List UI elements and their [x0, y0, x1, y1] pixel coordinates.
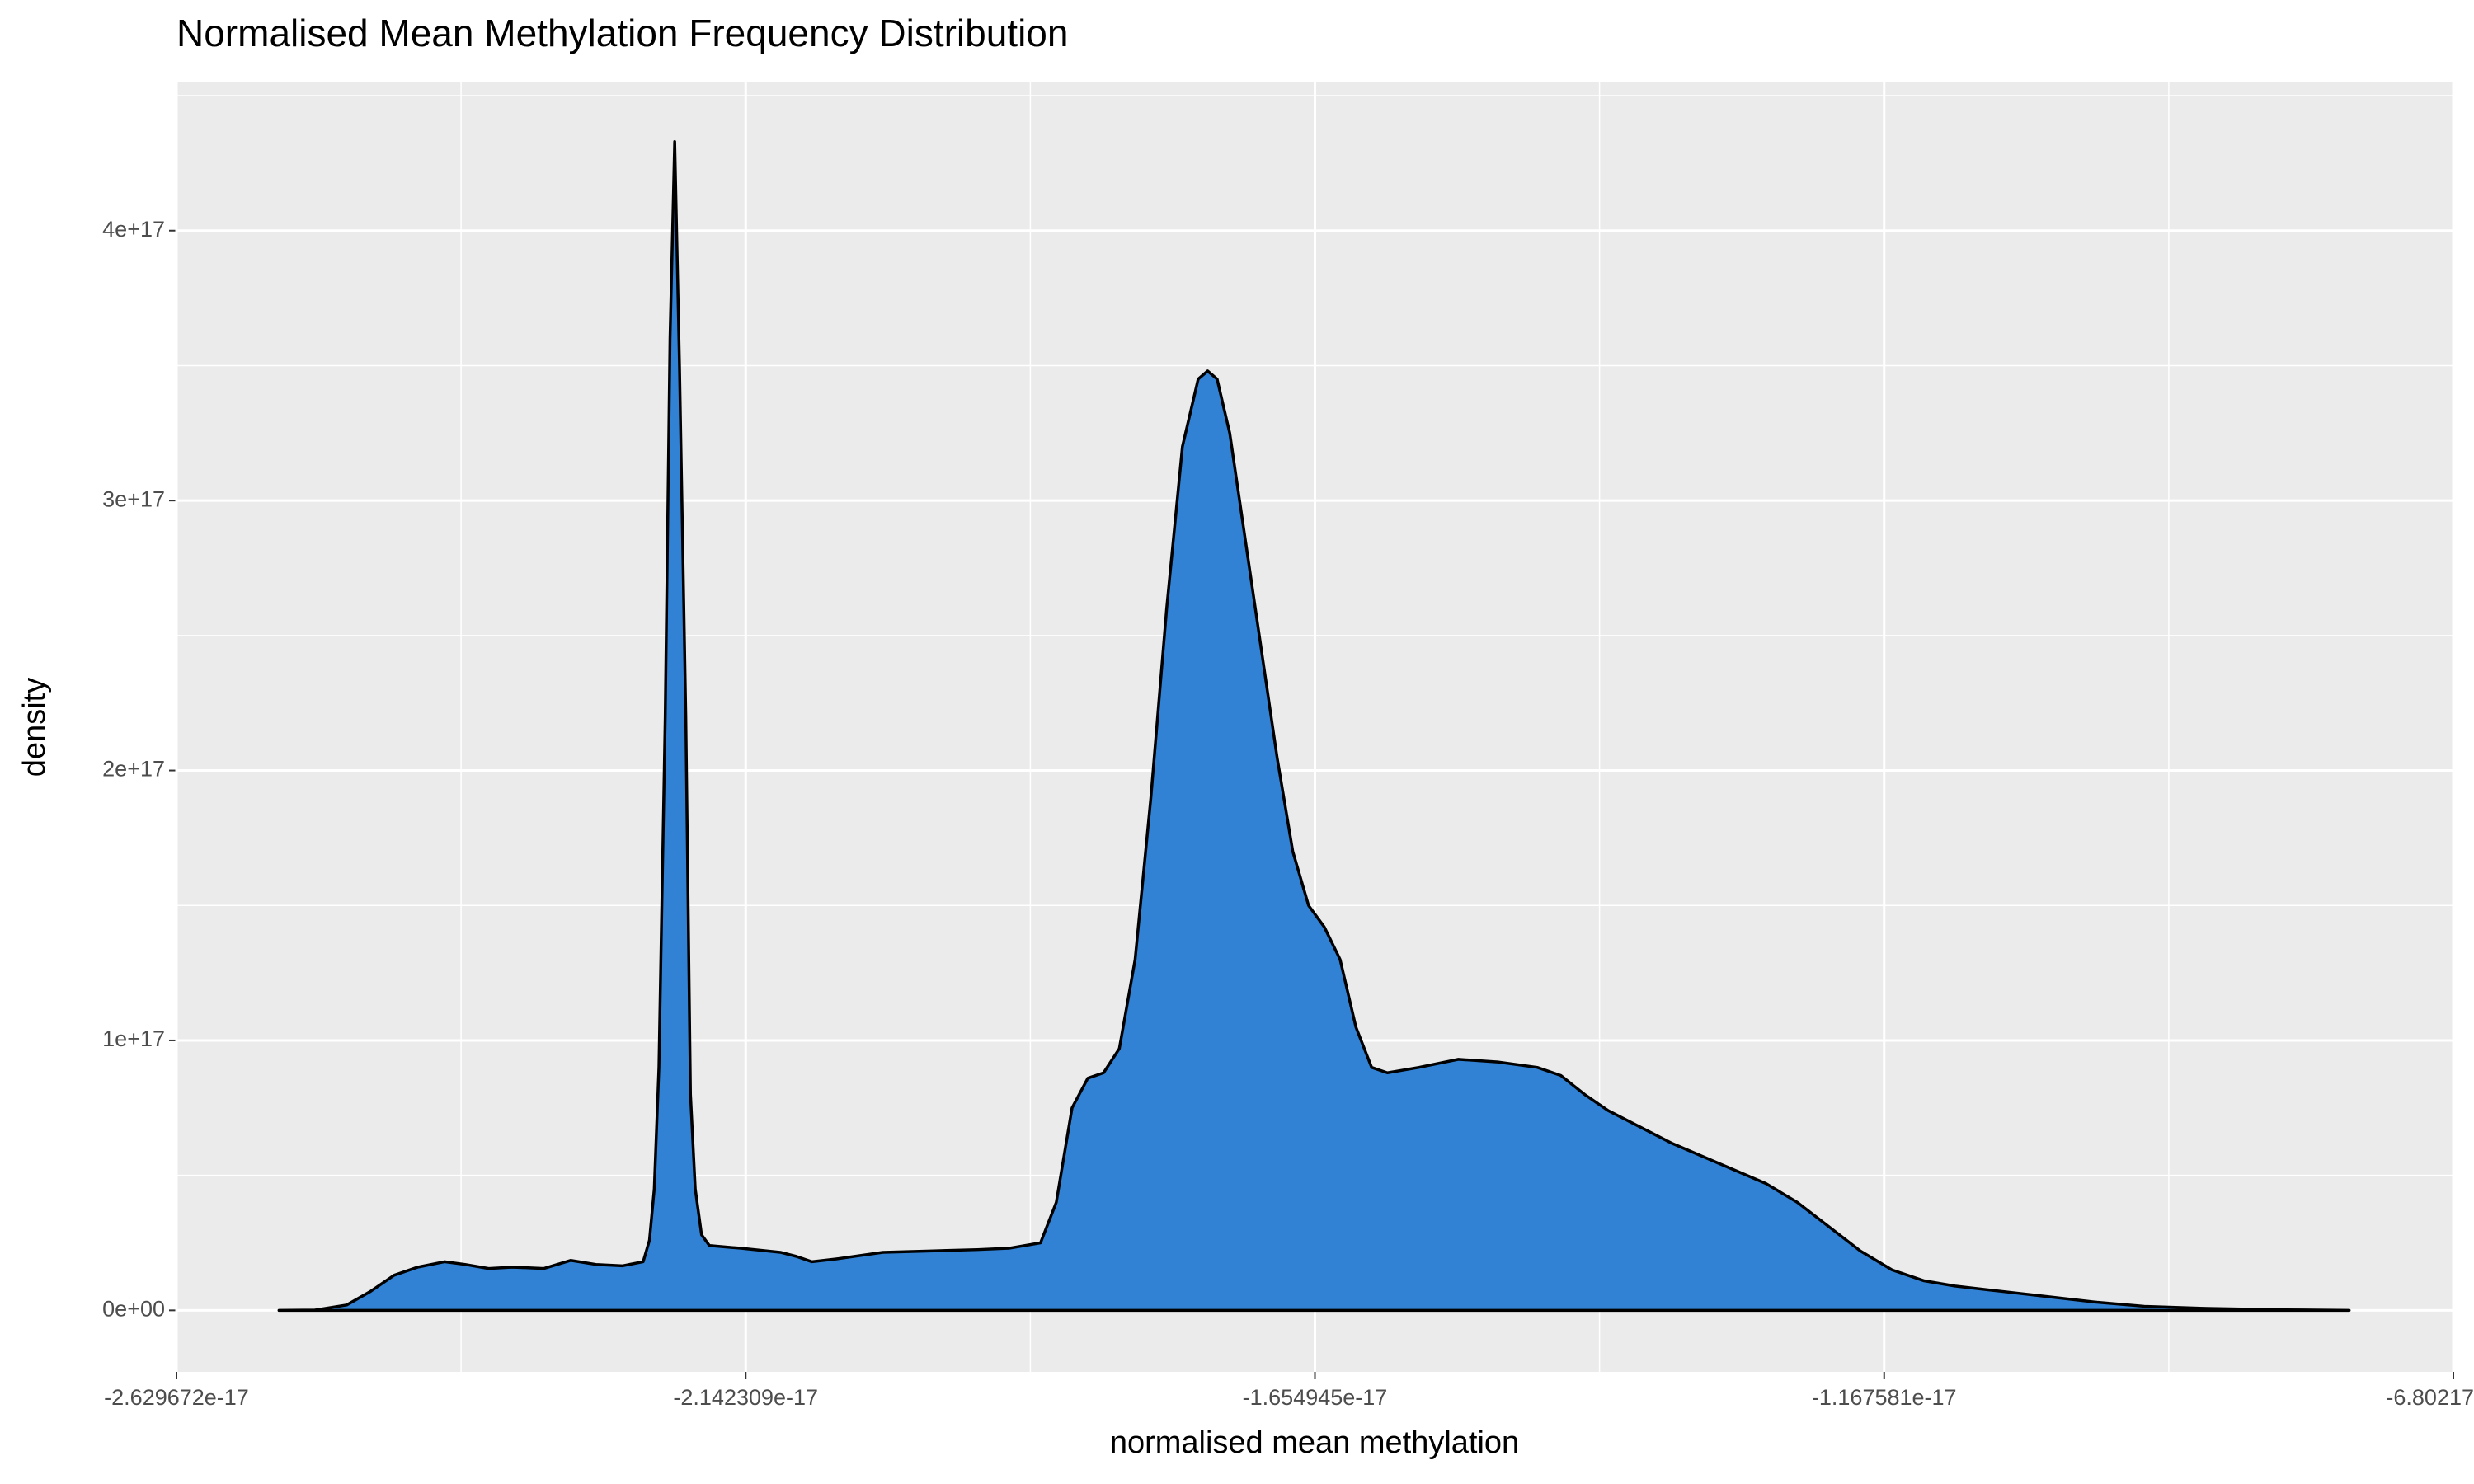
y-tick-label: 3e+17: [102, 486, 165, 511]
x-tick-label: -2.629672e-17: [104, 1385, 249, 1410]
x-tick-label: -2.142309e-17: [673, 1385, 818, 1410]
x-tick-label: -6.80217: [2386, 1385, 2474, 1410]
y-tick-label: 2e+17: [102, 757, 165, 782]
y-tick-label: 1e+17: [102, 1026, 165, 1051]
x-tick-label: -1.167581e-17: [1812, 1385, 1957, 1410]
y-tick-label: 0e+00: [102, 1296, 165, 1321]
density-area: [277, 139, 2351, 1313]
x-axis-title: normalised mean methylation: [1110, 1425, 1519, 1460]
y-axis-title: density: [17, 678, 52, 777]
x-tick-label: -1.654945e-17: [1243, 1385, 1388, 1410]
y-tick-label: 4e+17: [102, 217, 165, 242]
chart-title: Normalised Mean Methylation Frequency Di…: [176, 12, 1068, 54]
